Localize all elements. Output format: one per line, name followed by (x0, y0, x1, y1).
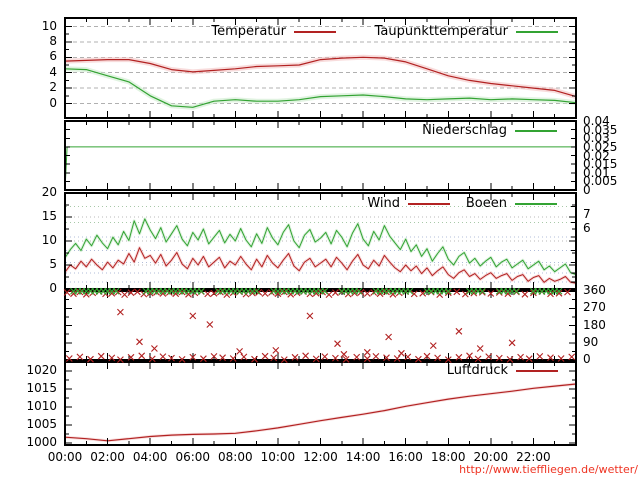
y2-tick-label-beaufort: 6 (583, 220, 591, 235)
y-tick-label-temperature: 4 (49, 64, 57, 79)
legend-taupunkttemperatur: Taupunkttemperatur (375, 25, 558, 39)
y2-tick-label-precipitation: 0.01 (583, 165, 610, 180)
x-tick-label: 14:00 (345, 450, 381, 464)
legend-niederschlag-label: Niederschlag (422, 123, 507, 138)
legend-wind-label: Wind (367, 196, 400, 211)
panel-border-wind (64, 192, 577, 290)
x-tick-label: 00:00 (47, 450, 83, 464)
y2-tick-label-direction: 270 (583, 300, 606, 315)
legend-wind-line-sample (408, 203, 450, 205)
y-tick-label-pressure: 1010 (26, 399, 57, 413)
x-tick-label: 22:00 (516, 450, 551, 464)
legend-boeen-line-sample (515, 203, 557, 205)
y-tick-label-temperature: 2 (49, 80, 57, 95)
panel-border-temperature (64, 17, 577, 119)
y2-tick-label-precipitation: 0.02 (583, 148, 610, 163)
wind-direction-scatter (63, 288, 576, 363)
y-tick-label-pressure: 1005 (26, 417, 57, 431)
legend-boeen: Boeen (466, 197, 557, 211)
panel-border-precipitation (64, 120, 577, 191)
temperature-line (64, 56, 577, 98)
y-tick-label-pressure: 1020 (26, 363, 57, 377)
x-tick-label: 02:00 (90, 450, 125, 464)
x-tick-label: 16:00 (388, 450, 423, 464)
y-tick-label-wind: 10 (41, 233, 57, 247)
legend-temperatur-line-sample (294, 31, 336, 33)
y2-tick-label-precipitation: 0.03 (583, 131, 610, 146)
footer-url-link[interactable]: http://www.tieffliegen.de/wetter/ (459, 463, 638, 476)
y2-tick-label-precipitation: 0.005 (583, 174, 618, 189)
y-tick-label-wind: 5 (49, 257, 57, 271)
wind-line (64, 247, 577, 284)
x-tick-label: 08:00 (218, 450, 253, 464)
y2-tick-label-direction: 0 (583, 352, 591, 366)
legend-niederschlag-line-sample (515, 130, 557, 132)
panel-border-pressure (64, 361, 577, 446)
y2-tick-label-direction: 90 (583, 334, 599, 349)
x-tick-label: 18:00 (430, 450, 466, 464)
dewpoint-line (64, 68, 577, 108)
y-tick-label-wind: 15 (41, 209, 57, 223)
x-tick-label: 12:00 (303, 450, 338, 464)
legend-temperatur-label: Temperatur (211, 24, 286, 39)
y2-tick-label-precipitation: 0.04 (583, 114, 610, 128)
y-tick-label-pressure: 1000 (26, 435, 57, 449)
legend-taupunkttemperatur-line-sample (516, 31, 558, 33)
legend-wind: Wind (367, 197, 450, 211)
y2-tick-label-precipitation: 0.035 (583, 122, 618, 137)
legend-niederschlag: Niederschlag (422, 124, 557, 138)
gusts-line (64, 218, 577, 276)
legend-luftdruck: Luftdruck (447, 364, 558, 378)
y-tick-label-pressure: 1015 (26, 381, 57, 395)
y2-tick-label-precipitation: 0.025 (583, 139, 618, 154)
legend-temperatur: Temperatur (211, 25, 336, 39)
x-tick-label: 04:00 (132, 450, 168, 464)
y2-tick-label-precipitation: 0.015 (583, 157, 618, 172)
gust-direction-scatter (70, 287, 563, 295)
legend-boeen-label: Boeen (465, 196, 507, 211)
legend-taupunkttemperatur-label: Taupunkttemperatur (374, 24, 508, 39)
y2-tick-label-beaufort: 7 (583, 207, 591, 222)
y2-tick-label-precipitation: 0 (583, 183, 591, 197)
y-tick-label-temperature: 0 (49, 95, 57, 110)
y-tick-label-temperature: 6 (49, 49, 57, 64)
pressure-line (64, 383, 577, 442)
y2-tick-label-direction: 180 (583, 317, 606, 332)
x-tick-label: 20:00 (473, 450, 509, 464)
y-tick-label-temperature: 10 (41, 18, 57, 33)
legend-luftdruck-label: Luftdruck (446, 363, 508, 378)
y-tick-label-wind: 20 (41, 185, 57, 199)
x-tick-label: 10:00 (260, 450, 296, 464)
y-tick-label-wind: 0 (49, 281, 57, 295)
x-tick-label: 06:00 (175, 450, 211, 464)
y2-tick-label-direction: 360 (583, 283, 606, 297)
legend-luftdruck-line-sample (516, 370, 558, 372)
y-tick-label-temperature: 8 (49, 33, 57, 48)
panel-border-wind-direction (64, 290, 577, 361)
